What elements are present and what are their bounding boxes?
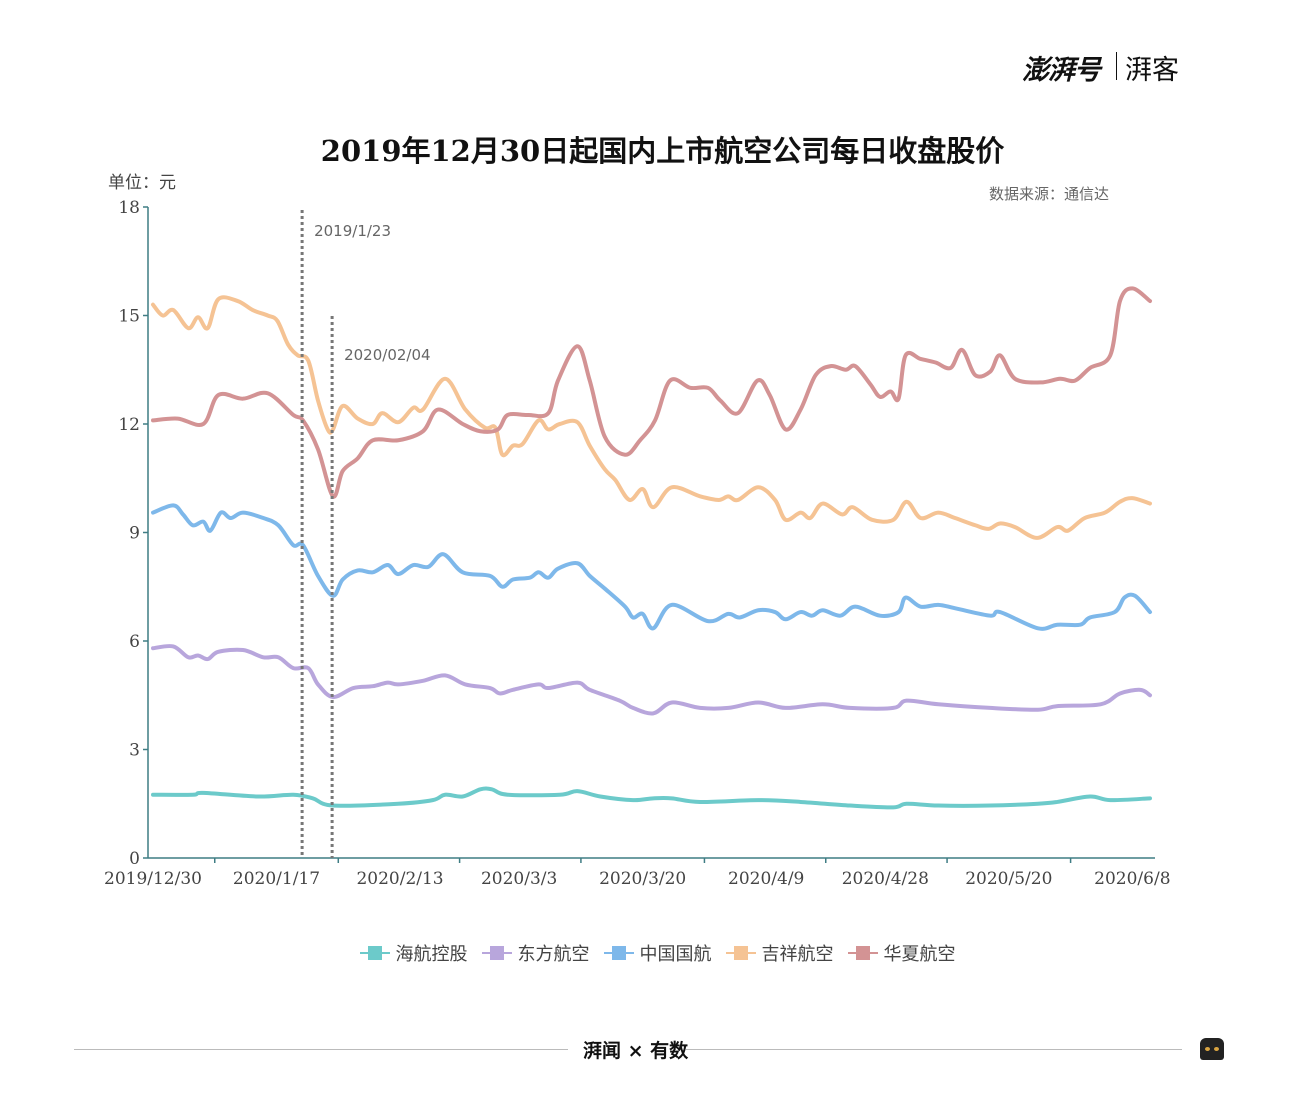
series-line-0 (151, 786, 1152, 810)
footer-brand: 湃闻 × 有数 (583, 1040, 689, 1062)
brand-logo: 澎湃号 (1022, 55, 1101, 86)
annotation-label: 2020/02/04 (344, 346, 430, 364)
series-line-2 (151, 503, 1152, 631)
y-tick-label: 18 (118, 198, 140, 218)
legend-swatch-icon (603, 946, 634, 960)
legend-label: 海航控股 (395, 944, 468, 965)
x-tick-label: 2020/4/9 (728, 869, 804, 889)
x-tick-label: 2020/2/13 (356, 869, 443, 889)
footer-divider-right (686, 1049, 1182, 1050)
series-line-1 (151, 644, 1152, 716)
chart-title: 2019年12月30日起国内上市航空公司每日收盘股价 (320, 134, 1005, 168)
legend-label: 华夏航空 (883, 944, 956, 965)
y-tick-label: 9 (129, 524, 140, 544)
y-axis-unit: 单位：元 (108, 173, 176, 193)
channel-logo: 湃客 (1125, 55, 1179, 86)
legend-label: 中国国航 (639, 944, 712, 965)
x-tick-label: 2020/1/17 (233, 869, 320, 889)
legend-label: 吉祥航空 (761, 944, 834, 965)
y-tick-label: 15 (118, 307, 140, 327)
chart-legend: 海航控股 东方航空 中国国航 吉祥航空 华夏航空 (0, 940, 1305, 966)
series-line-3 (151, 295, 1152, 540)
logo-divider (1116, 52, 1117, 80)
x-tick-label: 2020/6/8 (1094, 869, 1170, 889)
legend-swatch-icon (481, 946, 512, 960)
y-tick-label: 0 (129, 849, 140, 869)
x-tick-label: 2020/3/20 (599, 869, 686, 889)
legend-item[interactable]: 吉祥航空 (725, 940, 834, 966)
legend-swatch-icon (725, 946, 756, 960)
x-tick-label: 2020/5/20 (965, 869, 1052, 889)
series-line-4 (151, 286, 1152, 499)
legend-item[interactable]: 东方航空 (481, 940, 590, 966)
legend-swatch-icon (359, 946, 390, 960)
x-tick-label: 2020/4/28 (842, 869, 929, 889)
y-tick-label: 3 (129, 741, 140, 761)
owl-logo-icon (1200, 1038, 1224, 1060)
annotation-label: 2019/1/23 (314, 222, 391, 240)
legend-item[interactable]: 中国国航 (603, 940, 712, 966)
x-tick-label: 2020/3/3 (481, 869, 557, 889)
legend-item[interactable]: 华夏航空 (847, 940, 956, 966)
data-source: 数据来源：通信达 (989, 185, 1110, 203)
legend-swatch-icon (847, 946, 878, 960)
legend-item[interactable]: 海航控股 (359, 940, 468, 966)
y-tick-label: 6 (129, 632, 140, 652)
y-tick-label: 12 (118, 415, 140, 435)
x-tick-label: 2019/12/30 (104, 869, 202, 889)
footer-divider-left (74, 1049, 568, 1050)
legend-label: 东方航空 (517, 944, 590, 965)
